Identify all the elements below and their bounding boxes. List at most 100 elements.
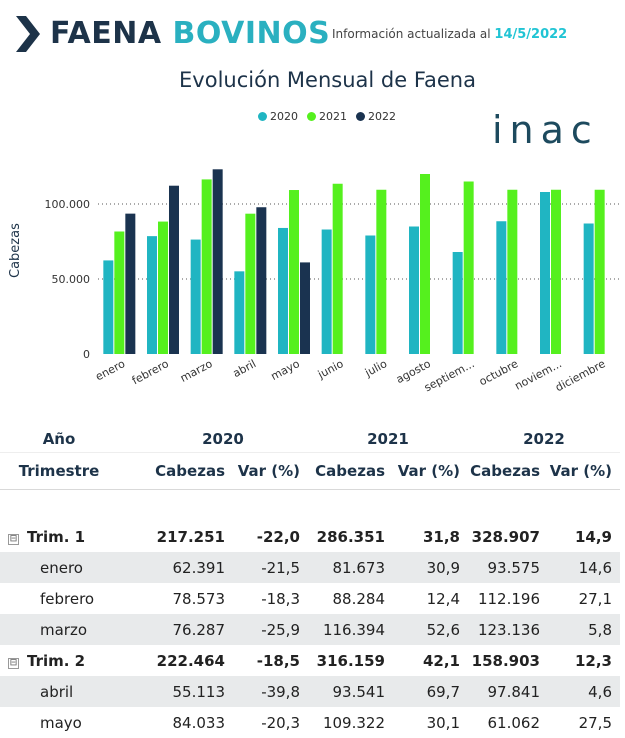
table-cell: 316.159 (316, 651, 385, 670)
bar-2021-noviem...[interactable] (551, 189, 561, 354)
table-cell: -18,5 (256, 651, 300, 670)
col-var-2021[interactable]: Var (%) (393, 452, 468, 490)
table-cell: 93.575 (468, 552, 548, 583)
table-cell: 81.673 (308, 552, 393, 583)
bar-2020-julio[interactable] (365, 235, 376, 355)
table-cell: 112.196 (477, 589, 540, 608)
bar-2022-marzo[interactable] (212, 169, 223, 354)
bar-2022-febrero[interactable] (169, 185, 179, 354)
legend-swatch (258, 112, 267, 121)
bar-2020-octubre[interactable] (496, 221, 507, 354)
page-title-word1: FAENA (50, 16, 162, 51)
month-label: enero (0, 552, 118, 583)
year-header-2021: 2021 (367, 429, 409, 448)
table-cell: 12,4 (426, 589, 460, 608)
bar-2021-agosto[interactable] (420, 174, 430, 354)
month-label: febrero (40, 589, 95, 608)
col-cabezas-2020[interactable]: Cabezas (118, 452, 233, 490)
bar-2021-febrero[interactable] (158, 221, 168, 354)
dashboard-header: FAENA BOVINOS Información actualizada al… (0, 0, 625, 70)
x-tick-label: febrero (130, 357, 171, 387)
faena-matrix-table: Año 2020 2021 2022 Trimestre Cabezas Var… (0, 425, 620, 738)
table-row-febrero: febrero 78.573 -18,3 88.284 12,4 112.196… (0, 583, 620, 614)
table-cell: 123.136 (468, 614, 548, 645)
bar-2021-septiem...[interactable] (463, 181, 474, 355)
table-row-trim2: ⊟ Trim. 2 222.464 -18,5 316.159 42,1 158.… (0, 645, 620, 676)
bar-2021-junio[interactable] (332, 183, 343, 354)
inac-logo: inac (492, 108, 599, 152)
table-cell: -22,0 (256, 527, 300, 546)
bar-chart[interactable]: 0 50.000 100.000 enero febrero marzo abril mayo… (0, 150, 625, 420)
table-cell: 14,9 (574, 527, 612, 546)
bar-2021-diciembre[interactable] (594, 189, 605, 354)
table-cell: -39,8 (233, 676, 308, 707)
collapse-icon[interactable]: ⊟ (8, 657, 19, 669)
table-cell: 328.907 (471, 527, 540, 546)
spacer-row (0, 490, 620, 522)
bar-2021-marzo[interactable] (201, 179, 212, 354)
bar-2022-enero[interactable] (125, 213, 136, 354)
bar-2021-octubre[interactable] (507, 189, 518, 354)
collapse-icon[interactable]: ⊟ (8, 533, 19, 545)
table-cell: 30,9 (393, 552, 468, 583)
table-row-marzo: marzo 76.287 -25,9 116.394 52,6 123.136 … (0, 614, 620, 645)
table-cell: 62.391 (118, 552, 233, 583)
bar-2020-junio[interactable] (321, 229, 332, 355)
month-label: marzo (0, 614, 118, 645)
bar-2020-marzo[interactable] (190, 239, 201, 354)
y-tick-label: 100.000 (45, 198, 91, 211)
x-tick-label: mayo (269, 357, 302, 383)
x-tick-label: junio (315, 357, 346, 382)
table-cell: -25,9 (233, 614, 308, 645)
x-tick-label: julio (362, 357, 389, 380)
bar-2020-septiem...[interactable] (452, 252, 463, 354)
col-var-2020[interactable]: Var (%) (233, 452, 308, 490)
col-var-2022[interactable]: Var (%) (548, 452, 620, 490)
legend-swatch (307, 112, 316, 121)
x-tick-label: enero (93, 357, 127, 383)
bar-2021-mayo[interactable] (289, 190, 299, 354)
chart-legend[interactable]: 2020 2021 2022 (258, 110, 396, 123)
legend-item-2021[interactable]: 2021 (307, 110, 347, 123)
legend-item-2020[interactable]: 2020 (258, 110, 298, 123)
bar-2021-enero[interactable] (114, 231, 125, 354)
col-cabezas-2021[interactable]: Cabezas (308, 452, 393, 490)
col-cabezas-2022[interactable]: Cabezas (468, 452, 548, 490)
y-tick-label: 50.000 (52, 273, 91, 286)
page-title: FAENA BOVINOS (50, 12, 330, 56)
table-row-enero: enero 62.391 -21,5 81.673 30,9 93.575 14… (0, 552, 620, 583)
table-cell: 217.251 (156, 527, 225, 546)
year-header-2020: 2020 (202, 429, 244, 448)
bar-2020-diciembre[interactable] (583, 223, 594, 355)
column-header-row: Trimestre Cabezas Var (%) Cabezas Var (%… (0, 452, 620, 490)
legend-label: 2022 (368, 110, 396, 123)
chart-title: Evolución Mensual de Faena (179, 68, 476, 92)
bar-2021-julio[interactable] (376, 189, 387, 354)
update-label: Información actualizada al (332, 27, 491, 41)
legend-swatch (356, 112, 365, 121)
bar-2020-noviem...[interactable] (540, 192, 550, 354)
table-row-trim1: ⊟ Trim. 1 217.251 -22,0 286.351 31,8 328.… (0, 521, 620, 552)
table-cell: 55.113 (118, 676, 233, 707)
table-cell: 116.394 (308, 614, 393, 645)
bar-2020-febrero[interactable] (147, 236, 157, 354)
bar-2021-abril[interactable] (245, 213, 256, 354)
bar-2020-mayo[interactable] (278, 227, 288, 354)
bar-2020-abril[interactable] (234, 271, 245, 354)
table-cell: 93.541 (308, 676, 393, 707)
table-cell: 97.841 (468, 676, 548, 707)
year-header-2022: 2022 (523, 429, 565, 448)
bar-2020-agosto[interactable] (409, 226, 419, 355)
table-cell: 69,7 (393, 676, 468, 707)
bar-2022-abril[interactable] (256, 207, 267, 354)
bar-2022-mayo[interactable] (300, 262, 310, 354)
y-tick-label: 0 (83, 348, 90, 361)
year-header-label: Año (42, 429, 76, 448)
update-info: Información actualizada al 14/5/2022 (332, 27, 567, 42)
legend-item-2022[interactable]: 2022 (356, 110, 396, 123)
table-cell: 52,6 (393, 614, 468, 645)
bar-2020-enero[interactable] (103, 260, 114, 354)
trim2-label-cell: ⊟ Trim. 2 (0, 645, 118, 676)
trim1-label: Trim. 1 (27, 527, 86, 546)
table-cell: 27,1 (578, 589, 612, 608)
